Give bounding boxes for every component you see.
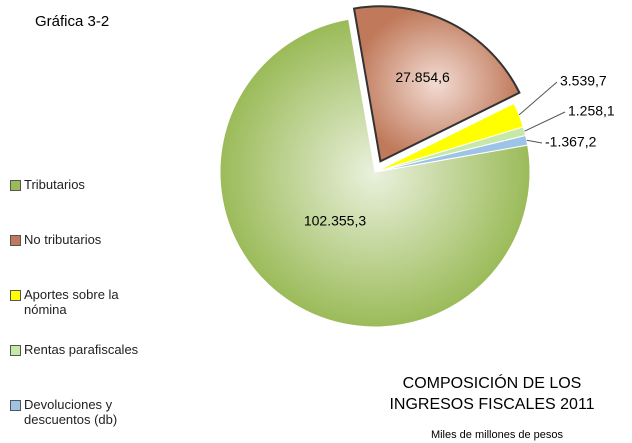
data-label: 3.539,7 (560, 73, 607, 89)
legend-item: No tributarios (10, 232, 160, 247)
chart-title: INGRESOS FISCALES 2011 (389, 396, 594, 413)
pie-slice (219, 18, 531, 328)
subtitle: Miles de millones de pesos (431, 429, 564, 441)
leader-line (518, 81, 558, 116)
legend-label: Tributarios (24, 177, 85, 192)
leader-line (524, 111, 566, 132)
legend-label: Devoluciones y descuentos (db) (24, 397, 118, 427)
legend-swatch (10, 180, 21, 191)
pie-slice (352, 5, 521, 163)
legend-swatch (10, 290, 21, 301)
chart-title: COMPOSICIÓN DE LOS (403, 373, 582, 392)
legend-swatch (10, 235, 21, 246)
legend-item: Aportes sobre la nómina (10, 287, 160, 317)
legend-item: Rentas parafiscales (10, 342, 160, 357)
legend-item: Tributarios (10, 177, 160, 192)
data-label: 102.355,3 (304, 213, 366, 229)
legend-label: Rentas parafiscales (24, 342, 139, 357)
legend-swatch (10, 400, 21, 411)
legend-label: Aportes sobre la nómina (24, 287, 119, 317)
data-label: -1.367,2 (545, 134, 597, 150)
leader-line (526, 139, 543, 144)
pie-slice (374, 134, 529, 173)
legend-swatch (10, 345, 21, 356)
data-label: 1.258,1 (568, 103, 615, 119)
annotation: Gráfica 3-2 (35, 13, 109, 30)
data-label: 27.854,6 (395, 69, 450, 85)
legend-label: No tributarios (24, 232, 102, 247)
legend-item: Devoluciones y descuentos (db) (10, 397, 160, 427)
